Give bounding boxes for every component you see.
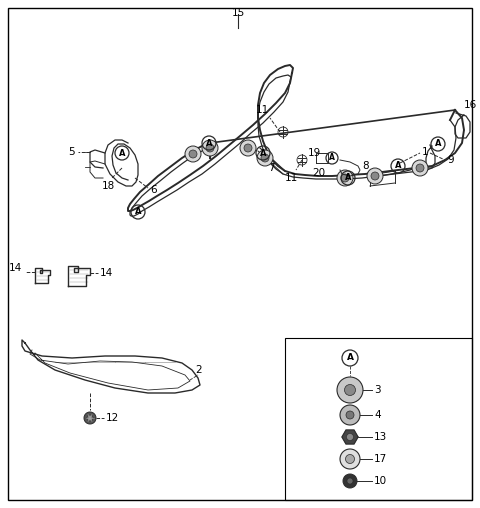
Text: 1: 1 (422, 147, 429, 157)
Text: 6: 6 (150, 185, 156, 195)
Circle shape (84, 412, 96, 424)
Text: 13: 13 (374, 432, 387, 442)
Text: 18: 18 (101, 181, 115, 191)
Circle shape (206, 144, 214, 152)
Circle shape (340, 449, 360, 469)
Text: A: A (260, 148, 266, 157)
Circle shape (343, 474, 357, 488)
Circle shape (87, 415, 93, 421)
Text: 4: 4 (374, 410, 381, 420)
Circle shape (345, 385, 356, 396)
Text: 9: 9 (447, 155, 454, 165)
Text: A: A (435, 140, 441, 148)
Text: A: A (206, 139, 212, 147)
Text: 14: 14 (9, 263, 22, 273)
Text: 3: 3 (374, 385, 381, 395)
Text: A: A (329, 153, 335, 163)
Text: 5: 5 (68, 147, 75, 157)
Bar (285, 338, 472, 500)
Circle shape (337, 170, 353, 186)
Text: 12: 12 (106, 413, 119, 423)
Circle shape (371, 172, 379, 180)
Text: A: A (119, 148, 125, 157)
Circle shape (412, 160, 428, 176)
Circle shape (347, 478, 353, 484)
Circle shape (346, 411, 354, 419)
Circle shape (367, 168, 383, 184)
Circle shape (416, 164, 424, 172)
Text: 19: 19 (308, 148, 321, 158)
Text: A: A (345, 174, 351, 182)
Text: 10: 10 (374, 476, 387, 486)
Circle shape (189, 150, 197, 158)
Circle shape (340, 405, 360, 425)
Text: A: A (347, 354, 353, 363)
Text: 8: 8 (362, 161, 369, 171)
Circle shape (341, 174, 349, 182)
Circle shape (347, 433, 353, 440)
Text: 17: 17 (374, 454, 387, 464)
Text: A: A (395, 162, 401, 171)
Circle shape (244, 144, 252, 152)
Text: A: A (135, 207, 141, 216)
Text: 11: 11 (255, 105, 269, 115)
Circle shape (257, 150, 273, 166)
Text: 20: 20 (312, 168, 325, 178)
Circle shape (240, 140, 256, 156)
Text: 7: 7 (268, 163, 275, 173)
Circle shape (185, 146, 201, 162)
Text: 2: 2 (195, 365, 202, 375)
Circle shape (261, 154, 269, 162)
Circle shape (202, 140, 218, 156)
Polygon shape (342, 430, 358, 444)
Circle shape (346, 455, 355, 463)
Text: 16: 16 (464, 100, 477, 110)
Circle shape (337, 377, 363, 403)
Text: 11: 11 (284, 173, 298, 183)
Text: 14: 14 (100, 268, 113, 278)
Text: 15: 15 (231, 8, 245, 18)
